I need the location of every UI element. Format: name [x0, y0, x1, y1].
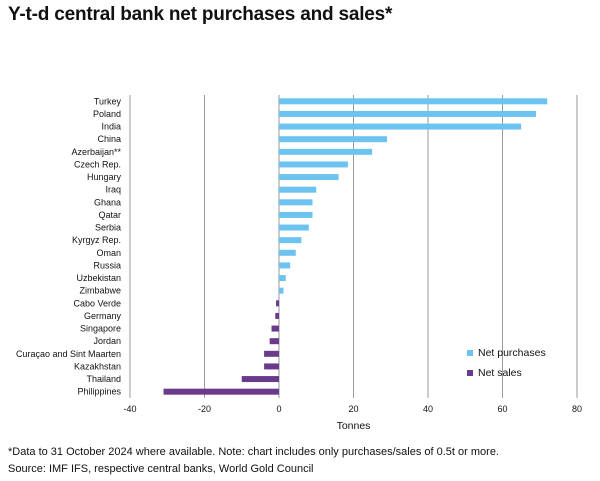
category-label: Kazakhstan [74, 361, 121, 371]
bar [279, 98, 548, 105]
x-tick-label: -40 [123, 404, 136, 414]
category-label: Jordan [93, 336, 121, 346]
bar [279, 123, 522, 130]
category-label: Curaçao and Sint Maarten [16, 349, 121, 359]
bar [279, 136, 388, 143]
grid-lines [129, 95, 578, 398]
x-tick-label: 40 [423, 404, 433, 414]
x-tick-labels: -40 -20 0 20 40 60 80 [123, 404, 582, 414]
bar [279, 199, 313, 206]
category-label: Cabo Verde [73, 298, 121, 308]
category-label: Philippines [77, 387, 121, 397]
bar [163, 388, 279, 395]
legend-label: Net purchases [478, 347, 546, 359]
category-label: Qatar [98, 210, 121, 220]
bar [279, 174, 339, 181]
bar [241, 376, 279, 383]
bar [279, 161, 348, 168]
source-note: Source: IMF IFS, respective central bank… [8, 463, 314, 475]
category-label: Turkey [94, 96, 122, 106]
category-label: Ghana [94, 197, 121, 207]
bar [269, 338, 279, 345]
bar [271, 325, 279, 332]
bar [275, 312, 279, 319]
bar [279, 224, 309, 231]
legend-swatch [467, 350, 473, 356]
x-tick-label: 0 [276, 404, 281, 414]
footnote: *Data to 31 October 2024 where available… [8, 446, 499, 458]
bar [279, 287, 284, 294]
category-label: Iraq [105, 185, 121, 195]
category-label: Singapore [80, 324, 121, 334]
category-label: Serbia [95, 223, 121, 233]
category-label: China [97, 134, 121, 144]
x-tick-label: 60 [497, 404, 507, 414]
category-label: Russia [93, 260, 121, 270]
chart-title: Y-t-d central bank net purchases and sal… [8, 4, 393, 25]
category-label: Oman [96, 248, 121, 258]
bar [279, 186, 317, 193]
bar [264, 363, 279, 370]
category-label: Thailand [86, 374, 121, 384]
bar [279, 249, 296, 256]
bar [279, 262, 291, 269]
category-label: India [101, 122, 121, 132]
category-label: Kyrgyz Rep. [72, 235, 121, 245]
bar [264, 350, 279, 357]
bars [163, 98, 548, 395]
category-labels: Turkey Poland India China Azerbaijan** Czech … [16, 96, 122, 396]
bar [279, 237, 302, 244]
bar-chart: Turkey Poland India China Azerbaijan** Czech … [16, 95, 582, 432]
bar [279, 211, 313, 218]
legend: Net purchases Net sales [467, 347, 546, 379]
bar [279, 148, 373, 155]
legend-swatch [467, 370, 473, 376]
x-axis-label: Tonnes [337, 420, 371, 432]
x-tick-label: -20 [198, 404, 211, 414]
category-label: Czech Rep. [74, 159, 121, 169]
bar [276, 300, 279, 307]
category-label: Poland [93, 109, 121, 119]
category-label: Germany [84, 311, 122, 321]
legend-label: Net sales [478, 367, 522, 379]
bar [279, 110, 537, 117]
x-tick-label: 80 [572, 404, 582, 414]
category-label: Zimbabwe [79, 286, 121, 296]
category-label: Hungary [87, 172, 122, 182]
category-label: Uzbekistan [76, 273, 121, 283]
bar [279, 275, 286, 282]
x-tick-label: 20 [348, 404, 358, 414]
category-label: Azerbaijan** [71, 147, 121, 157]
